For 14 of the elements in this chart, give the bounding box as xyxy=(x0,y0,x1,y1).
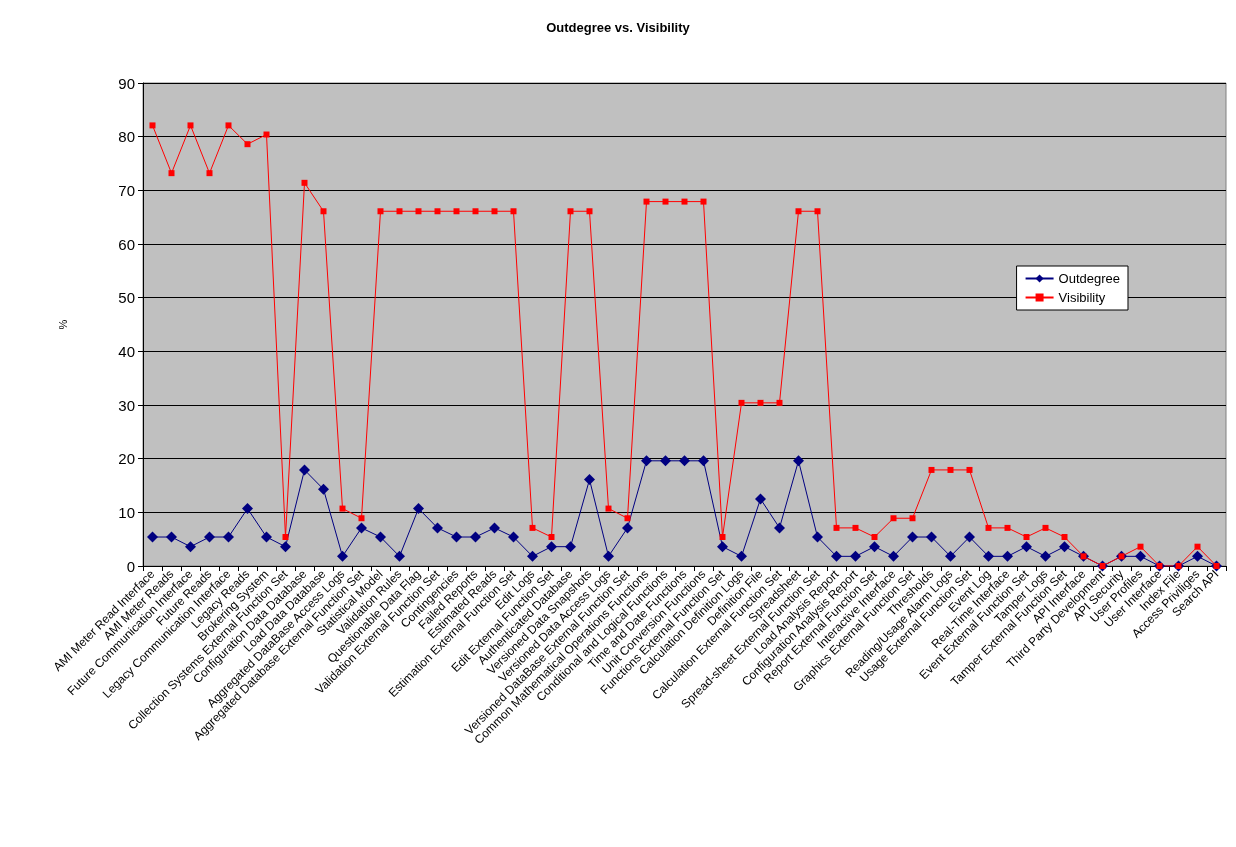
y-tick-label: 80 xyxy=(118,128,135,146)
y-tick-label: 40 xyxy=(118,342,135,360)
y-tick-label: 60 xyxy=(118,235,135,253)
legend-label: Visibility xyxy=(1058,290,1106,305)
y-tick-label: 50 xyxy=(118,289,135,307)
y-tick-label: 0 xyxy=(126,557,135,575)
y-tick-label: 20 xyxy=(118,450,135,468)
legend-label: Outdegree xyxy=(1058,271,1120,286)
y-tick-label: 90 xyxy=(118,74,135,92)
chart-title: Outdegree vs. Visibility xyxy=(546,20,691,35)
y-tick-label: 70 xyxy=(118,181,135,199)
y-axis-title: % xyxy=(56,319,69,330)
y-tick-label: 10 xyxy=(118,503,135,521)
y-tick-label: 30 xyxy=(118,396,135,414)
